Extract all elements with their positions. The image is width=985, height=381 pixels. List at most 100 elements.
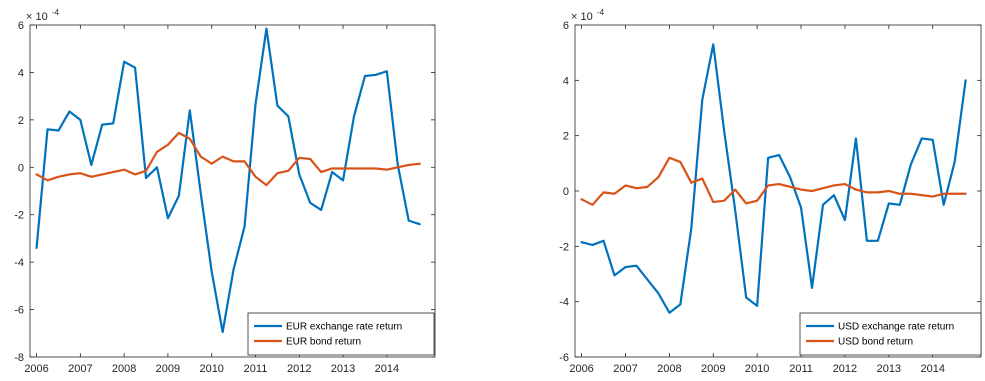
data-point	[844, 183, 846, 185]
data-point	[591, 204, 593, 206]
data-point	[701, 99, 703, 101]
data-point	[123, 61, 125, 63]
data-point	[734, 189, 736, 191]
data-point	[178, 195, 180, 197]
legend-label: USD bond return	[838, 337, 913, 348]
data-point	[668, 157, 670, 159]
data-point	[232, 268, 234, 270]
data-point	[844, 219, 846, 221]
data-point	[646, 186, 648, 188]
data-point	[954, 193, 956, 195]
data-point	[134, 67, 136, 69]
x-tick-label: 2012	[287, 363, 311, 375]
data-point	[701, 177, 703, 179]
x-tick-label: 2009	[156, 363, 180, 375]
data-point	[211, 271, 213, 273]
data-point	[287, 115, 289, 117]
data-point	[254, 176, 256, 178]
data-point	[734, 209, 736, 211]
data-point	[580, 241, 582, 243]
data-point	[712, 43, 714, 45]
data-point	[800, 207, 802, 209]
y-tick-label: -4	[14, 257, 24, 269]
series-usd-exchange-rate-return	[580, 43, 967, 314]
x-tick-label: 2006	[569, 363, 593, 375]
data-point	[353, 167, 355, 169]
data-point	[276, 172, 278, 174]
data-point	[353, 115, 355, 117]
legend: USD exchange rate return USD bond return	[799, 312, 982, 356]
y-tick-label: 2	[18, 115, 24, 127]
data-point	[232, 160, 234, 162]
x-tick-label: 2010	[745, 363, 769, 375]
y-tick-label: -4	[559, 297, 569, 309]
data-point	[320, 171, 322, 173]
data-point	[646, 278, 648, 280]
data-point	[342, 167, 344, 169]
data-point	[386, 169, 388, 171]
data-point	[397, 166, 399, 168]
data-point	[657, 176, 659, 178]
data-point	[331, 171, 333, 173]
data-point	[167, 217, 169, 219]
data-point	[375, 74, 377, 76]
series-usd-bond-return	[580, 156, 967, 206]
data-point	[189, 138, 191, 140]
legend-label: USD exchange rate return	[838, 322, 954, 333]
data-point	[243, 225, 245, 227]
data-point	[877, 240, 879, 242]
data-point	[419, 163, 421, 165]
data-point	[200, 156, 202, 158]
legend-box	[247, 312, 435, 356]
plot-area	[574, 24, 982, 358]
data-point	[298, 157, 300, 159]
y-exponent-label: × 10	[26, 11, 48, 23]
y-tick-label: -8	[14, 352, 24, 364]
plot-area	[29, 24, 436, 358]
y-exponent-label: × 10	[571, 11, 593, 23]
y-tick-label: -2	[559, 241, 569, 253]
data-point	[156, 166, 158, 168]
x-tick-label: 2014	[375, 363, 399, 375]
data-point	[921, 194, 923, 196]
data-point	[932, 195, 934, 197]
data-point	[320, 209, 322, 211]
data-point	[101, 173, 103, 175]
data-point	[419, 223, 421, 225]
data-point	[46, 128, 48, 130]
x-tick-label: 2014	[920, 363, 944, 375]
data-point	[921, 137, 923, 139]
data-point	[635, 265, 637, 267]
data-point	[90, 176, 92, 178]
x-tick-label: 2012	[833, 363, 857, 375]
data-point	[57, 129, 59, 131]
data-point	[778, 183, 780, 185]
data-point	[243, 160, 245, 162]
data-point	[178, 132, 180, 134]
data-point	[580, 198, 582, 200]
x-tick-label: 2010	[199, 363, 223, 375]
data-point	[613, 193, 615, 195]
data-point	[767, 157, 769, 159]
data-point	[79, 119, 81, 121]
data-point	[222, 156, 224, 158]
data-point	[265, 27, 267, 29]
data-point	[90, 164, 92, 166]
data-point	[943, 193, 945, 195]
data-point	[910, 164, 912, 166]
y-tick-label: 0	[563, 186, 569, 198]
data-point	[800, 189, 802, 191]
data-point	[134, 173, 136, 175]
data-point	[877, 191, 879, 193]
data-point	[375, 167, 377, 169]
data-point	[309, 202, 311, 204]
data-point	[68, 110, 70, 112]
data-point	[123, 169, 125, 171]
data-point	[690, 227, 692, 229]
y-tick-label: 6	[18, 20, 24, 32]
data-point	[756, 200, 758, 202]
data-point	[657, 292, 659, 294]
data-point	[954, 161, 956, 163]
data-point	[331, 167, 333, 169]
data-point	[745, 296, 747, 298]
